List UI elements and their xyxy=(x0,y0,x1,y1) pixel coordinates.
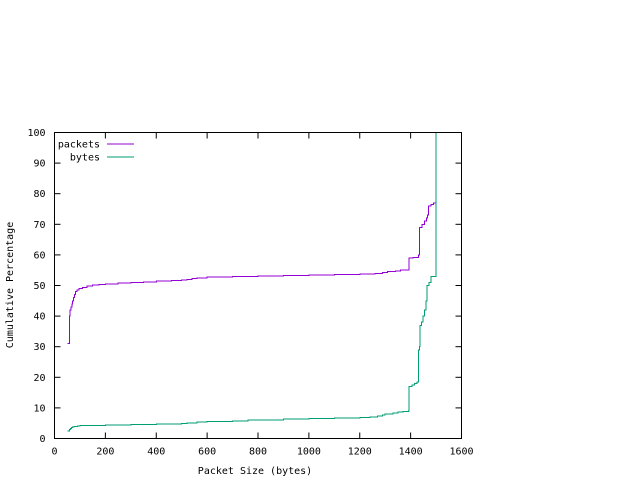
x-tick-label: 1400 xyxy=(399,447,423,458)
x-tick-label: 1200 xyxy=(348,447,372,458)
y-tick-label: 50 xyxy=(33,281,45,292)
x-axis-label: Packet Size (bytes) xyxy=(198,466,312,477)
y-tick-label: 40 xyxy=(33,312,45,323)
x-tick-label: 0 xyxy=(51,447,57,458)
y-tick-label: 70 xyxy=(33,220,45,231)
y-tick-label: 60 xyxy=(33,250,45,261)
y-tick-label: 10 xyxy=(33,403,45,414)
legend-label-packets: packets xyxy=(58,140,100,151)
x-tick-label: 400 xyxy=(147,447,165,458)
y-tick-label: 0 xyxy=(39,434,45,445)
legend-label-bytes: bytes xyxy=(70,153,100,164)
y-axis-label: Cumulative Percentage xyxy=(5,222,16,348)
legend: packets bytes xyxy=(58,140,134,164)
series-line-packets xyxy=(67,132,437,345)
y-tick-label: 30 xyxy=(33,342,45,353)
x-tick-label: 200 xyxy=(96,447,114,458)
y-tick-label: 20 xyxy=(33,373,45,384)
x-tick-label: 1000 xyxy=(297,447,321,458)
plot-layer xyxy=(67,132,437,432)
axis-layer: 0 200 400 600 800 1000 1200 1400 1600 0 10 20 30 40 50… xyxy=(27,128,473,458)
x-tick-label: 1600 xyxy=(449,447,473,458)
y-tick-label: 90 xyxy=(33,159,45,170)
series-line-bytes xyxy=(67,132,437,432)
y-tick-label: 80 xyxy=(33,189,45,200)
y-tick-label: 100 xyxy=(27,128,45,139)
x-tick-label: 800 xyxy=(249,447,267,458)
x-tick-label: 600 xyxy=(198,447,216,458)
plot-frame xyxy=(54,132,462,439)
